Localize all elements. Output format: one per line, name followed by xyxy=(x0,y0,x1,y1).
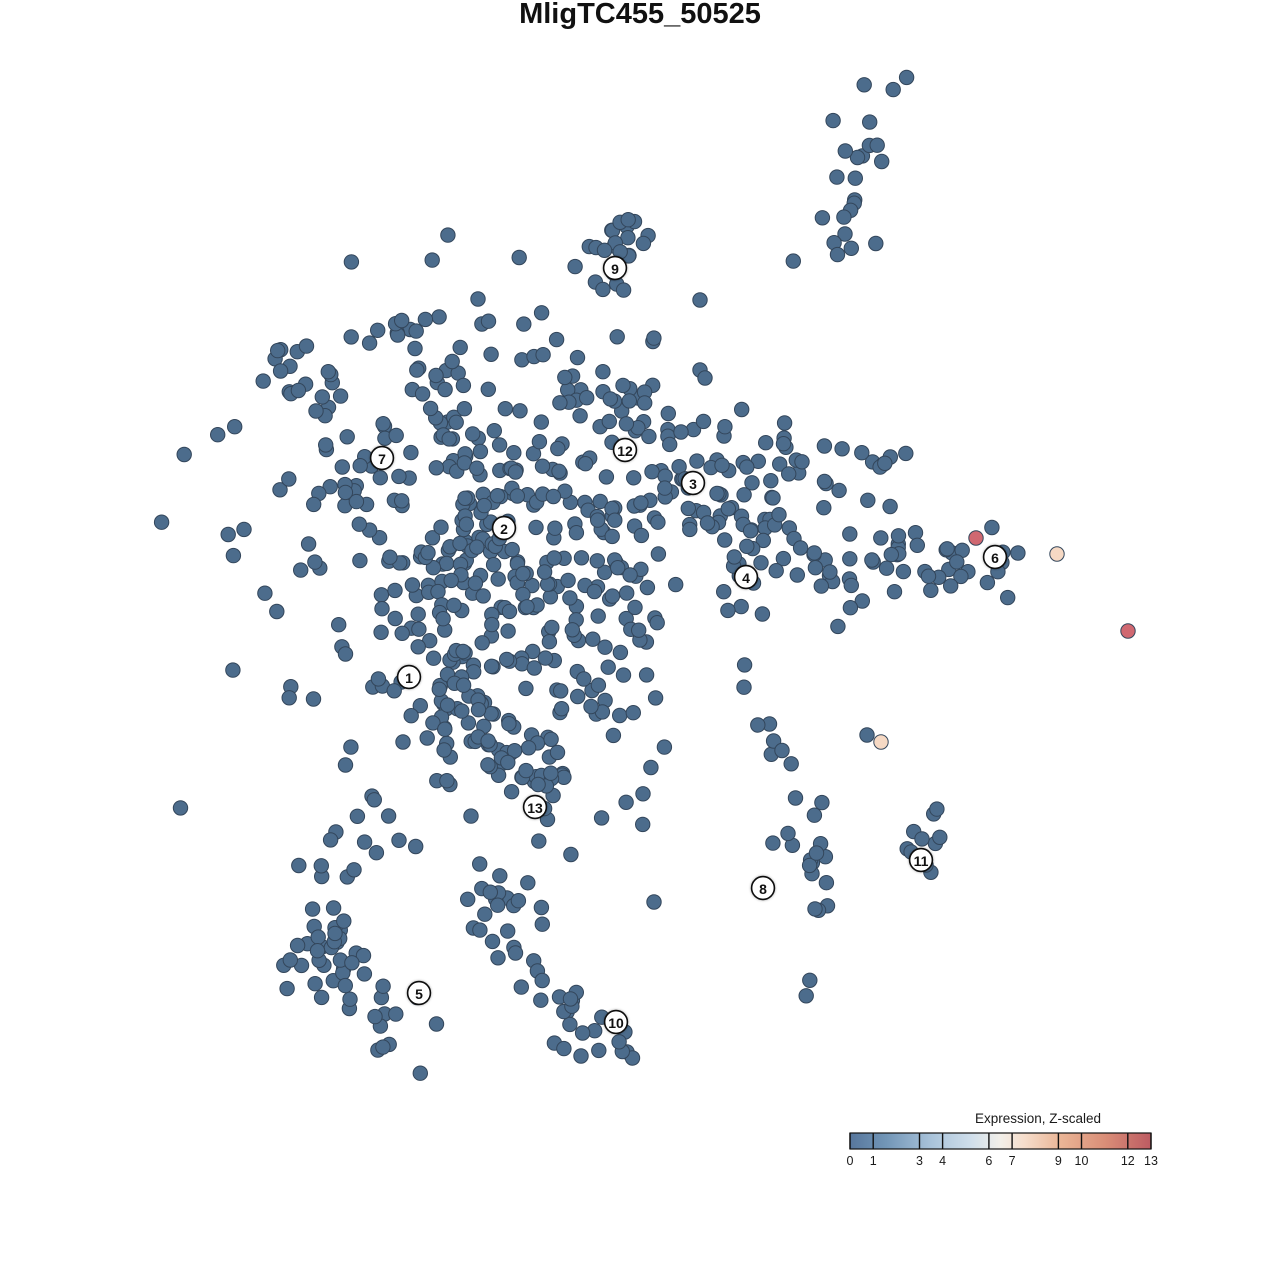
svg-text:1: 1 xyxy=(870,1154,877,1168)
svg-text:3: 3 xyxy=(916,1154,923,1168)
svg-text:2: 2 xyxy=(500,521,508,537)
svg-text:11: 11 xyxy=(914,853,929,869)
svg-text:Expression, Z-scaled: Expression, Z-scaled xyxy=(975,1111,1101,1126)
svg-text:6: 6 xyxy=(991,550,999,566)
svg-text:3: 3 xyxy=(689,476,697,492)
svg-text:13: 13 xyxy=(527,800,543,816)
svg-text:1: 1 xyxy=(405,670,413,686)
svg-text:7: 7 xyxy=(1009,1154,1016,1168)
svg-text:12: 12 xyxy=(617,443,633,459)
svg-text:5: 5 xyxy=(415,986,423,1002)
svg-text:10: 10 xyxy=(608,1015,624,1031)
svg-text:4: 4 xyxy=(742,570,750,586)
svg-text:7: 7 xyxy=(378,451,386,467)
svg-text:9: 9 xyxy=(1055,1154,1062,1168)
svg-text:8: 8 xyxy=(759,881,767,897)
svg-text:13: 13 xyxy=(1144,1154,1158,1168)
svg-text:0: 0 xyxy=(847,1154,854,1168)
svg-text:9: 9 xyxy=(611,261,619,277)
svg-text:10: 10 xyxy=(1075,1154,1089,1168)
svg-text:4: 4 xyxy=(939,1154,946,1168)
svg-text:12: 12 xyxy=(1121,1154,1135,1168)
svg-text:6: 6 xyxy=(985,1154,992,1168)
